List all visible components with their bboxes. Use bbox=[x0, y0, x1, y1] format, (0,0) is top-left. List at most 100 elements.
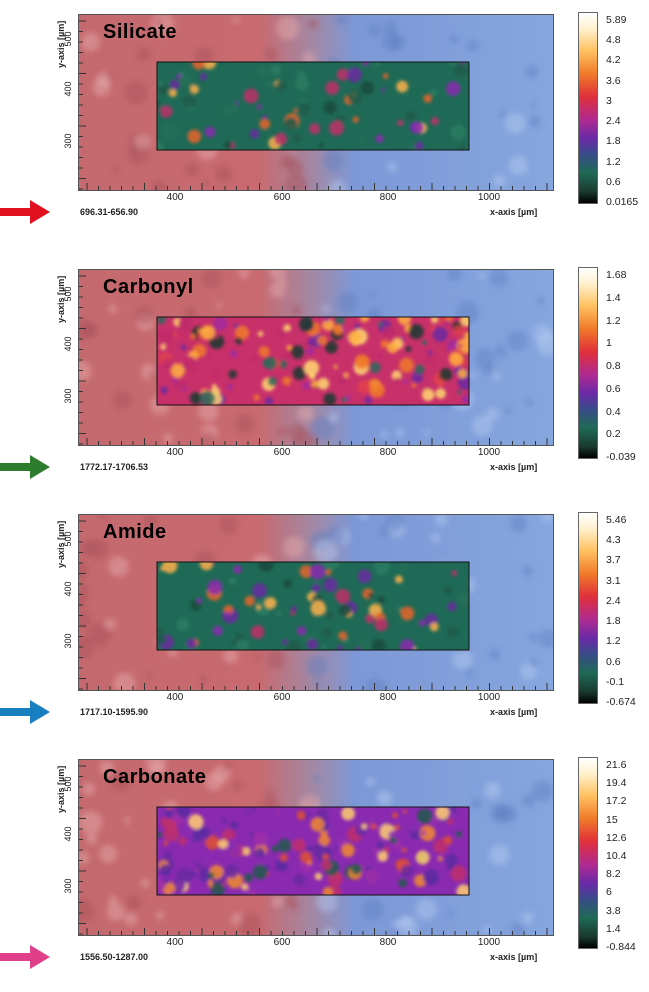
x-tick-label: 1000 bbox=[477, 692, 501, 703]
map-title: Carbonyl bbox=[103, 276, 194, 298]
x-tick-label: 800 bbox=[379, 937, 397, 948]
color-scale-label: 0.6 bbox=[606, 382, 621, 395]
color-scale-label: 1.4 bbox=[606, 291, 621, 304]
map-panel-amide: Amide y-axis [µm] 500 400 300 400 600 800 1000 x-… bbox=[0, 500, 649, 730]
y-tick-label: 300 bbox=[63, 388, 73, 404]
x-axis-label: x-axis [µm] bbox=[490, 707, 538, 717]
wavenumber-range: 1772.17-1706.53 bbox=[80, 462, 149, 472]
x-tick-label: 400 bbox=[166, 692, 184, 703]
y-tick-label: 500 bbox=[63, 531, 73, 547]
color-scale-label: 3.6 bbox=[606, 74, 621, 87]
y-tick-label: 300 bbox=[63, 633, 73, 649]
x-tick-label: 800 bbox=[379, 447, 397, 458]
y-tick-label: 400 bbox=[63, 81, 73, 97]
color-scale-label: 3.1 bbox=[606, 574, 621, 587]
color-scale-label: 1.8 bbox=[606, 615, 621, 628]
y-tick-label: 400 bbox=[63, 336, 73, 352]
x-tick-label: 400 bbox=[166, 937, 184, 948]
y-tick-label: 500 bbox=[63, 776, 73, 792]
x-tick-label: 1000 bbox=[477, 937, 501, 948]
x-tick-label: 400 bbox=[166, 447, 184, 458]
color-scale-label: 19.4 bbox=[606, 777, 627, 790]
arrow-icon bbox=[0, 700, 50, 724]
color-scale-label: 17.2 bbox=[606, 795, 627, 808]
map-title: Carbonate bbox=[103, 766, 207, 788]
color-scale-label: 5.89 bbox=[606, 14, 627, 26]
x-axis-label: x-axis [µm] bbox=[490, 462, 538, 472]
color-scale-label: 1.2 bbox=[606, 155, 621, 168]
color-scale-label: 1.68 bbox=[606, 269, 627, 281]
color-scale-label: 4.2 bbox=[606, 54, 621, 67]
color-scale-bar bbox=[578, 512, 598, 704]
x-axis-label: x-axis [µm] bbox=[490, 952, 538, 962]
color-scale-label: 21.6 bbox=[606, 759, 627, 771]
map-title: Amide bbox=[103, 521, 167, 543]
map-canvas bbox=[79, 760, 553, 935]
wavenumber-range: 696.31-656.90 bbox=[80, 207, 139, 217]
microscope-image: Carbonate bbox=[78, 759, 554, 936]
color-scale-label: 1 bbox=[606, 337, 612, 350]
map-canvas bbox=[79, 15, 553, 190]
color-scale-bar bbox=[578, 12, 598, 204]
color-scale-label: 0.2 bbox=[606, 428, 621, 441]
color-scale-label: 1.4 bbox=[606, 922, 621, 935]
x-tick-label: 400 bbox=[166, 192, 184, 203]
microscope-image: Silicate bbox=[78, 14, 554, 191]
map-panel-silicate: Silicate y-axis [µm] 500 400 300 400 600 800 100… bbox=[0, 0, 649, 230]
y-tick-label: 300 bbox=[63, 133, 73, 149]
x-tick-label: 1000 bbox=[477, 192, 501, 203]
x-tick-label: 600 bbox=[273, 692, 291, 703]
color-scale-label: -0.1 bbox=[606, 675, 625, 688]
color-scale-label: 4.8 bbox=[606, 34, 621, 47]
region-of-interest bbox=[156, 316, 470, 406]
y-tick-label: 500 bbox=[63, 286, 73, 302]
x-tick-label: 600 bbox=[273, 937, 291, 948]
color-scale-bar bbox=[578, 267, 598, 459]
color-scale-label: 2.4 bbox=[606, 594, 621, 607]
y-tick-label: 500 bbox=[63, 31, 73, 47]
color-scale-bar bbox=[578, 757, 598, 949]
x-tick-label: 600 bbox=[273, 192, 291, 203]
x-axis-label: x-axis [µm] bbox=[490, 207, 538, 217]
color-scale-label: 0.0165 bbox=[606, 196, 639, 208]
region-of-interest bbox=[156, 561, 470, 651]
color-scale-label: 15 bbox=[606, 813, 618, 826]
color-scale-label: 0.4 bbox=[606, 405, 621, 418]
x-tick-label: 1000 bbox=[477, 447, 501, 458]
map-panel-carbonate: Carbonate y-axis [µm] 500 400 300 400 600 800 10… bbox=[0, 745, 649, 975]
y-tick-label: 300 bbox=[63, 878, 73, 894]
color-scale-label: 1.2 bbox=[606, 314, 621, 327]
arrow-icon bbox=[0, 200, 50, 224]
color-scale-label: 0.6 bbox=[606, 655, 621, 668]
wavenumber-range: 1717.10-1595.90 bbox=[80, 707, 149, 717]
color-scale-label: 4.3 bbox=[606, 534, 621, 547]
map-title: Silicate bbox=[103, 21, 178, 43]
color-scale-label: 3 bbox=[606, 94, 612, 107]
color-scale-label: 3.8 bbox=[606, 904, 621, 917]
y-tick-label: 400 bbox=[63, 826, 73, 842]
color-scale-label: 8.2 bbox=[606, 868, 621, 881]
color-scale-label: 1.2 bbox=[606, 635, 621, 648]
color-scale-label: 6 bbox=[606, 886, 612, 899]
x-tick-label: 800 bbox=[379, 692, 397, 703]
arrow-icon bbox=[0, 945, 50, 969]
y-tick-label: 400 bbox=[63, 581, 73, 597]
x-tick-label: 600 bbox=[273, 447, 291, 458]
color-scale-label: 5.46 bbox=[606, 514, 627, 526]
microscope-image: Amide bbox=[78, 514, 554, 691]
color-scale-label: 2.4 bbox=[606, 115, 621, 128]
color-scale-label: 12.6 bbox=[606, 831, 627, 844]
color-scale-label: 3.7 bbox=[606, 554, 621, 567]
map-canvas bbox=[79, 515, 553, 690]
region-of-interest bbox=[156, 61, 470, 151]
wavenumber-range: 1556.50-1287.00 bbox=[80, 952, 149, 962]
arrow-icon bbox=[0, 455, 50, 479]
color-scale-label: 1.8 bbox=[606, 135, 621, 148]
color-scale-label: -0.039 bbox=[606, 451, 636, 463]
region-of-interest bbox=[156, 806, 470, 896]
map-panel-carbonyl: Carbonyl y-axis [µm] 500 400 300 400 600 800 100… bbox=[0, 255, 649, 485]
color-scale-label: 0.8 bbox=[606, 360, 621, 372]
color-scale-label: -0.844 bbox=[606, 941, 636, 953]
microscope-image: Carbonyl bbox=[78, 269, 554, 446]
map-canvas bbox=[79, 270, 553, 445]
